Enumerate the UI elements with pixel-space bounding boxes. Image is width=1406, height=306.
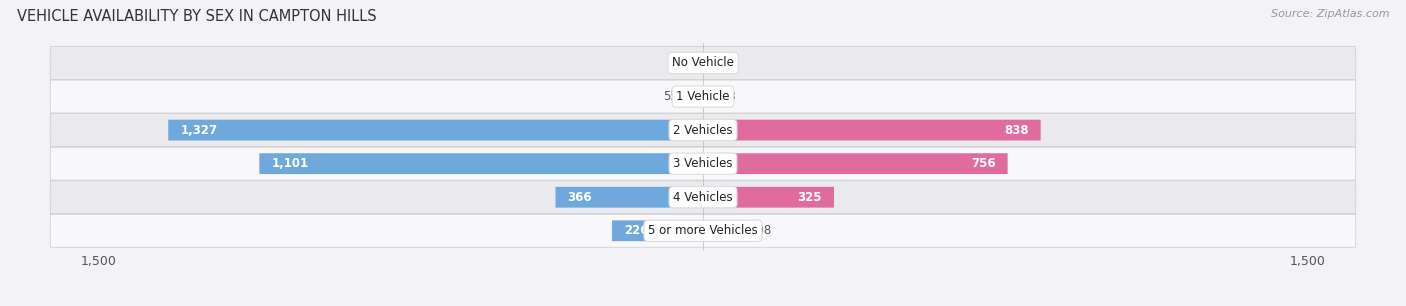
Text: Source: ZipAtlas.com: Source: ZipAtlas.com [1271, 9, 1389, 19]
Text: 1,101: 1,101 [271, 157, 308, 170]
Text: 1 Vehicle: 1 Vehicle [676, 90, 730, 103]
Text: 38: 38 [721, 90, 737, 103]
FancyBboxPatch shape [169, 120, 703, 140]
Text: 325: 325 [797, 191, 823, 204]
Text: 5 or more Vehicles: 5 or more Vehicles [648, 224, 758, 237]
FancyBboxPatch shape [681, 86, 703, 107]
FancyBboxPatch shape [703, 187, 834, 208]
Text: No Vehicle: No Vehicle [672, 57, 734, 69]
FancyBboxPatch shape [51, 47, 1355, 80]
Text: 0: 0 [706, 57, 714, 69]
FancyBboxPatch shape [51, 214, 1355, 247]
Text: 226: 226 [624, 224, 648, 237]
Text: 838: 838 [1004, 124, 1029, 136]
FancyBboxPatch shape [703, 220, 747, 241]
Text: 1,327: 1,327 [180, 124, 218, 136]
FancyBboxPatch shape [51, 114, 1355, 147]
Text: VEHICLE AVAILABILITY BY SEX IN CAMPTON HILLS: VEHICLE AVAILABILITY BY SEX IN CAMPTON H… [17, 9, 377, 24]
Text: 366: 366 [568, 191, 592, 204]
FancyBboxPatch shape [703, 153, 1008, 174]
FancyBboxPatch shape [612, 220, 703, 241]
Text: 108: 108 [749, 224, 772, 237]
FancyBboxPatch shape [259, 153, 703, 174]
FancyBboxPatch shape [51, 181, 1355, 214]
FancyBboxPatch shape [703, 86, 718, 107]
FancyBboxPatch shape [555, 187, 703, 208]
Text: 2 Vehicles: 2 Vehicles [673, 124, 733, 136]
Text: 756: 756 [972, 157, 995, 170]
Text: 4 Vehicles: 4 Vehicles [673, 191, 733, 204]
FancyBboxPatch shape [703, 120, 1040, 140]
FancyBboxPatch shape [51, 80, 1355, 113]
FancyBboxPatch shape [51, 147, 1355, 180]
Text: 3 Vehicles: 3 Vehicles [673, 157, 733, 170]
Text: 0: 0 [692, 57, 700, 69]
Text: 55: 55 [662, 90, 678, 103]
